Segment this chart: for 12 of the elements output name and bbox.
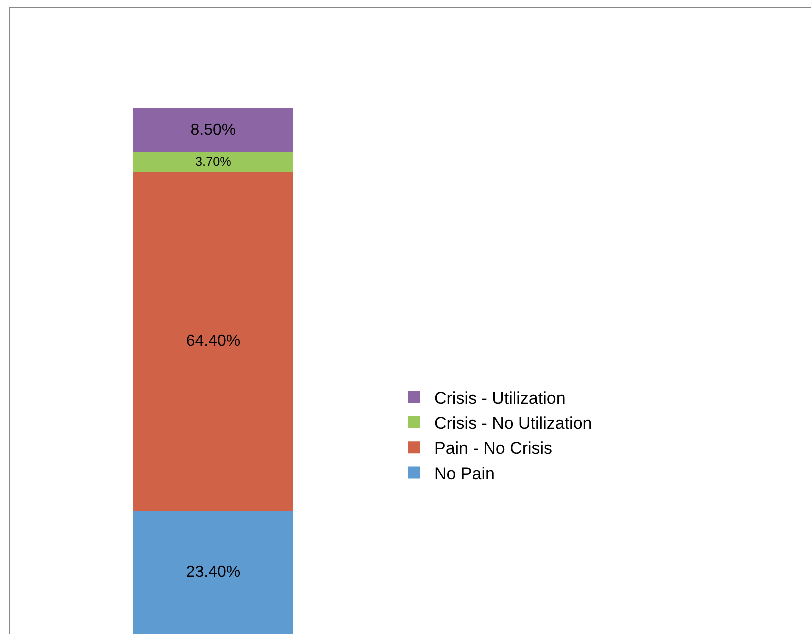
bar — [133, 510, 294, 634]
legend-label: No Pain — [434, 464, 495, 484]
legend-label: Crisis - Utilization — [434, 389, 566, 408]
legend-label: Pain - No Crisis — [434, 439, 553, 458]
data-label: 64.40% — [186, 333, 241, 350]
data-label: 3.70% — [196, 154, 232, 169]
bar — [133, 108, 294, 153]
bar — [133, 152, 294, 172]
legend-label: Crisis - No Utilization — [434, 414, 592, 434]
data-label: 8.50% — [190, 122, 236, 139]
data-label: 23.40% — [186, 564, 241, 581]
bar — [133, 172, 294, 511]
